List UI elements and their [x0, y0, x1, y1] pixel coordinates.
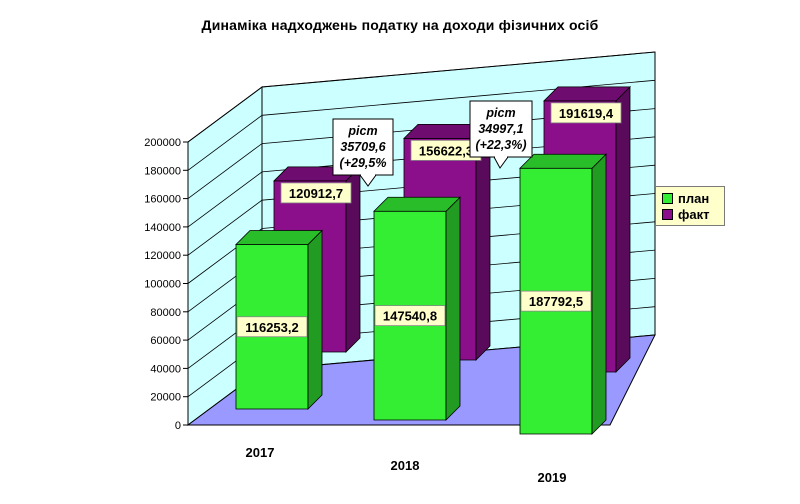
growth-callout-line: 35709,6: [340, 140, 386, 154]
y-tick-label: 20000: [150, 392, 181, 404]
plan-value-label-2018: 147540,8: [374, 305, 446, 327]
y-tick-label: 0: [175, 420, 181, 432]
gridline: [187, 79, 656, 171]
plan-value-label-2017: 116253,2: [236, 316, 308, 338]
plan-value-label-2018-box: [374, 305, 446, 327]
legend-label-plan: план: [678, 190, 710, 206]
fakt-value-label-2018-text: 156622,3: [419, 143, 473, 158]
plan-bar-2019-side: [591, 153, 607, 435]
x-axis-labels: 2017 2018 2019: [246, 445, 567, 485]
fakt-value-label-2017-box: [280, 182, 352, 204]
growth-callout: ріст 35709,6 (+29,5%: [332, 118, 394, 187]
x-tick-label: 2018: [391, 458, 420, 473]
legend-label-fakt: факт: [678, 206, 710, 222]
plan-value-label-2017-box: [236, 316, 308, 338]
plan-bar-2018-side: [445, 196, 461, 421]
gridline: [187, 51, 656, 143]
growth-callout: ріст 34997,1 (+22,3%): [469, 100, 533, 169]
growth-annotations: ріст 35709,6 (+29,5% ріст 34997,1 (+22,3%): [332, 100, 533, 187]
growth-callout-line: ріст: [485, 106, 515, 120]
growth-callout-box: [332, 118, 394, 176]
growth-callout-line: (+29,5%: [340, 156, 387, 170]
y-axis: 0 20000 40000 60000 80000 100000 120000 140000 1…: [144, 137, 610, 432]
plan-bar-2019-top: [519, 153, 607, 169]
y-tick-label: 200000: [144, 137, 181, 149]
plan-value-label-2019-text: 187792,5: [529, 294, 583, 309]
plan-bar-2017-side: [307, 229, 323, 410]
fakt-bar-2019-top: [543, 86, 631, 102]
y-tick-label: 80000: [150, 307, 181, 319]
plan-value-label-2018-text: 147540,8: [383, 309, 437, 324]
fakt-value-label-2019: 191619,4: [550, 102, 622, 124]
fakt-value-label-2019-box: [550, 102, 622, 124]
y-tick-label: 160000: [144, 194, 181, 206]
chart-title: Динаміка надходжень податку на доходи фі…: [201, 17, 599, 33]
fakt-value-label-2017: 120912,7: [280, 182, 352, 204]
plan-bar-2017-top: [235, 230, 323, 245]
plan-value-label-2017-text: 116253,2: [245, 320, 299, 335]
plan-value-label-2019: 187792,5: [520, 290, 592, 312]
growth-callout-line: 34997,1: [478, 122, 523, 136]
growth-callout-line: (+22,3%): [475, 138, 526, 152]
x-tick-label: 2019: [538, 470, 567, 485]
y-tick-label: 180000: [144, 165, 181, 177]
fakt-value-label-2017-text: 120912,7: [289, 186, 343, 201]
plan-value-label-2019-box: [520, 290, 592, 312]
growth-callout-line: ріст: [347, 124, 377, 138]
y-tick-label: 120000: [144, 250, 181, 262]
fakt-value-label-2019-text: 191619,4: [559, 106, 614, 121]
y-tick-label: 40000: [150, 363, 181, 375]
fakt-bar-2019-side: [615, 85, 631, 373]
legend-item-fakt: факт: [662, 206, 724, 222]
legend-swatch-plan: [662, 192, 673, 204]
legend-swatch-fakt: [662, 208, 673, 220]
plan-series: 116253,2 147540,8 187792,5: [235, 153, 607, 435]
legend: план факт: [655, 186, 725, 226]
y-tick-label: 60000: [150, 335, 181, 347]
x-tick-label: 2017: [246, 445, 275, 460]
fakt-value-label-2018: 156622,3: [410, 139, 482, 161]
y-tick-label: 140000: [144, 222, 181, 234]
legend-item-plan: план: [662, 190, 724, 206]
plan-bar-2018-top: [373, 196, 461, 212]
y-tick-label: 100000: [144, 279, 181, 291]
